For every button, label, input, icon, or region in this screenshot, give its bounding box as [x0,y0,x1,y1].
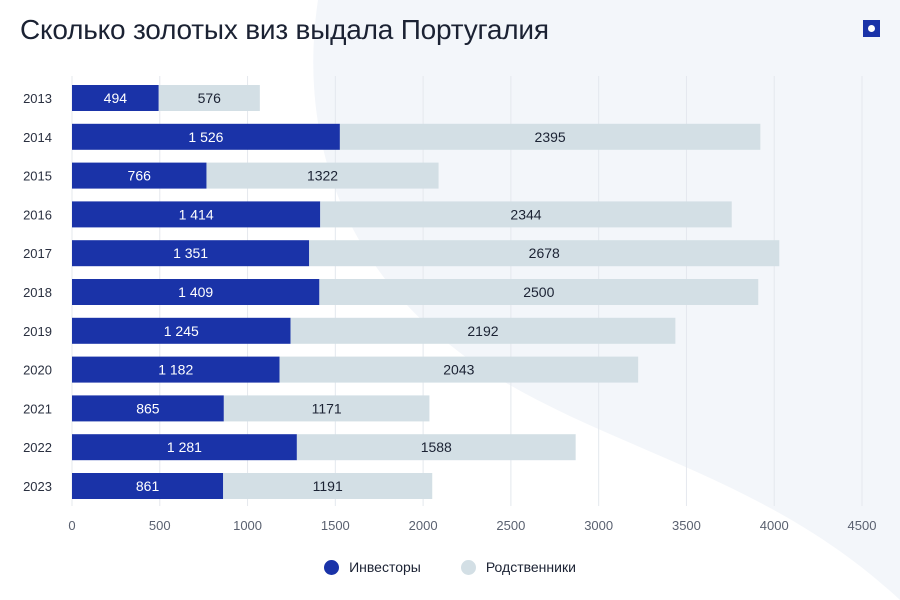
data-label-relatives: 1191 [313,478,343,494]
bar-relatives [279,356,639,383]
legend-label-relatives: Родственники [485,559,576,575]
data-label-relatives: 2395 [535,129,566,145]
data-label-investors: 1 245 [164,323,199,339]
data-label-investors: 1 281 [167,439,202,455]
x-tick-label: 2000 [409,518,438,533]
square-dot-logo-icon [863,20,880,37]
bar-investors [72,434,297,461]
x-tick-label: 4000 [760,518,789,533]
data-label-investors: 861 [136,478,160,494]
data-label-relatives: 1171 [312,400,342,416]
x-tick-label: 4500 [848,518,877,533]
data-label-relatives: 1588 [421,439,452,455]
legend: Инвесторы Родственники [0,556,900,578]
legend-swatch-relatives [460,559,476,575]
bar-relatives [320,201,732,228]
bar-relatives [223,395,430,422]
bar-investors [72,473,224,499]
x-tick-label: 3000 [584,518,613,533]
data-label-relatives: 2043 [443,362,474,378]
bar-relatives [290,317,676,344]
data-label-relatives: 576 [198,90,222,106]
data-label-investors: 1 414 [179,206,214,222]
x-tick-label: 3500 [672,518,701,533]
y-tick-label: 2020 [23,363,52,378]
bar-investors [72,395,224,422]
bar-investors [72,317,291,344]
bar-relatives [223,473,433,499]
legend-label-investors: Инвесторы [349,559,421,575]
bar-investors [72,279,320,305]
x-tick-label: 2500 [496,518,525,533]
y-tick-label: 2017 [23,246,52,261]
legend-item-investors: Инвесторы [324,559,421,575]
y-tick-label: 2018 [23,285,52,300]
bar-investors [72,356,280,383]
data-label-relatives: 1322 [307,168,338,184]
y-tick-label: 2022 [23,440,52,455]
data-label-investors: 865 [136,400,160,416]
data-label-investors: 1 526 [188,129,223,145]
y-tick-label: 2013 [23,91,52,106]
chart-title: Сколько золотых виз выдала Португалия [20,14,549,45]
bar-investors [72,162,207,189]
data-label-investors: 1 409 [178,284,213,300]
bar-investors [72,85,159,111]
legend-item-relatives: Родственники [460,559,576,575]
data-label-investors: 494 [104,90,128,106]
x-tick-label: 500 [149,518,171,533]
y-tick-label: 2015 [23,169,52,184]
bar-investors [72,201,321,228]
bar-relatives [339,123,761,150]
y-tick-label: 2023 [23,479,52,494]
y-tick-label: 2019 [23,324,52,339]
data-label-investors: 766 [128,168,152,184]
y-tick-label: 2014 [23,130,52,145]
data-label-investors: 1 182 [158,362,193,378]
bar-investors [72,240,310,267]
x-tick-label: 1000 [233,518,262,533]
bar-relatives [296,434,576,461]
y-tick-label: 2016 [23,207,52,222]
bar-relatives [158,85,260,111]
bar-relatives [206,162,439,189]
bar-relatives [309,240,780,267]
x-tick-label: 1500 [321,518,350,533]
data-label-relatives: 2678 [529,245,560,261]
data-label-relatives: 2192 [467,323,498,339]
x-tick-label: 0 [68,518,75,533]
y-tick-label: 2021 [23,401,52,416]
bar-investors [72,123,340,150]
bar-relatives [319,279,759,305]
legend-swatch-investors [324,559,340,575]
data-label-relatives: 2500 [523,284,554,300]
data-label-relatives: 2344 [510,206,541,222]
data-label-investors: 1 351 [173,245,208,261]
